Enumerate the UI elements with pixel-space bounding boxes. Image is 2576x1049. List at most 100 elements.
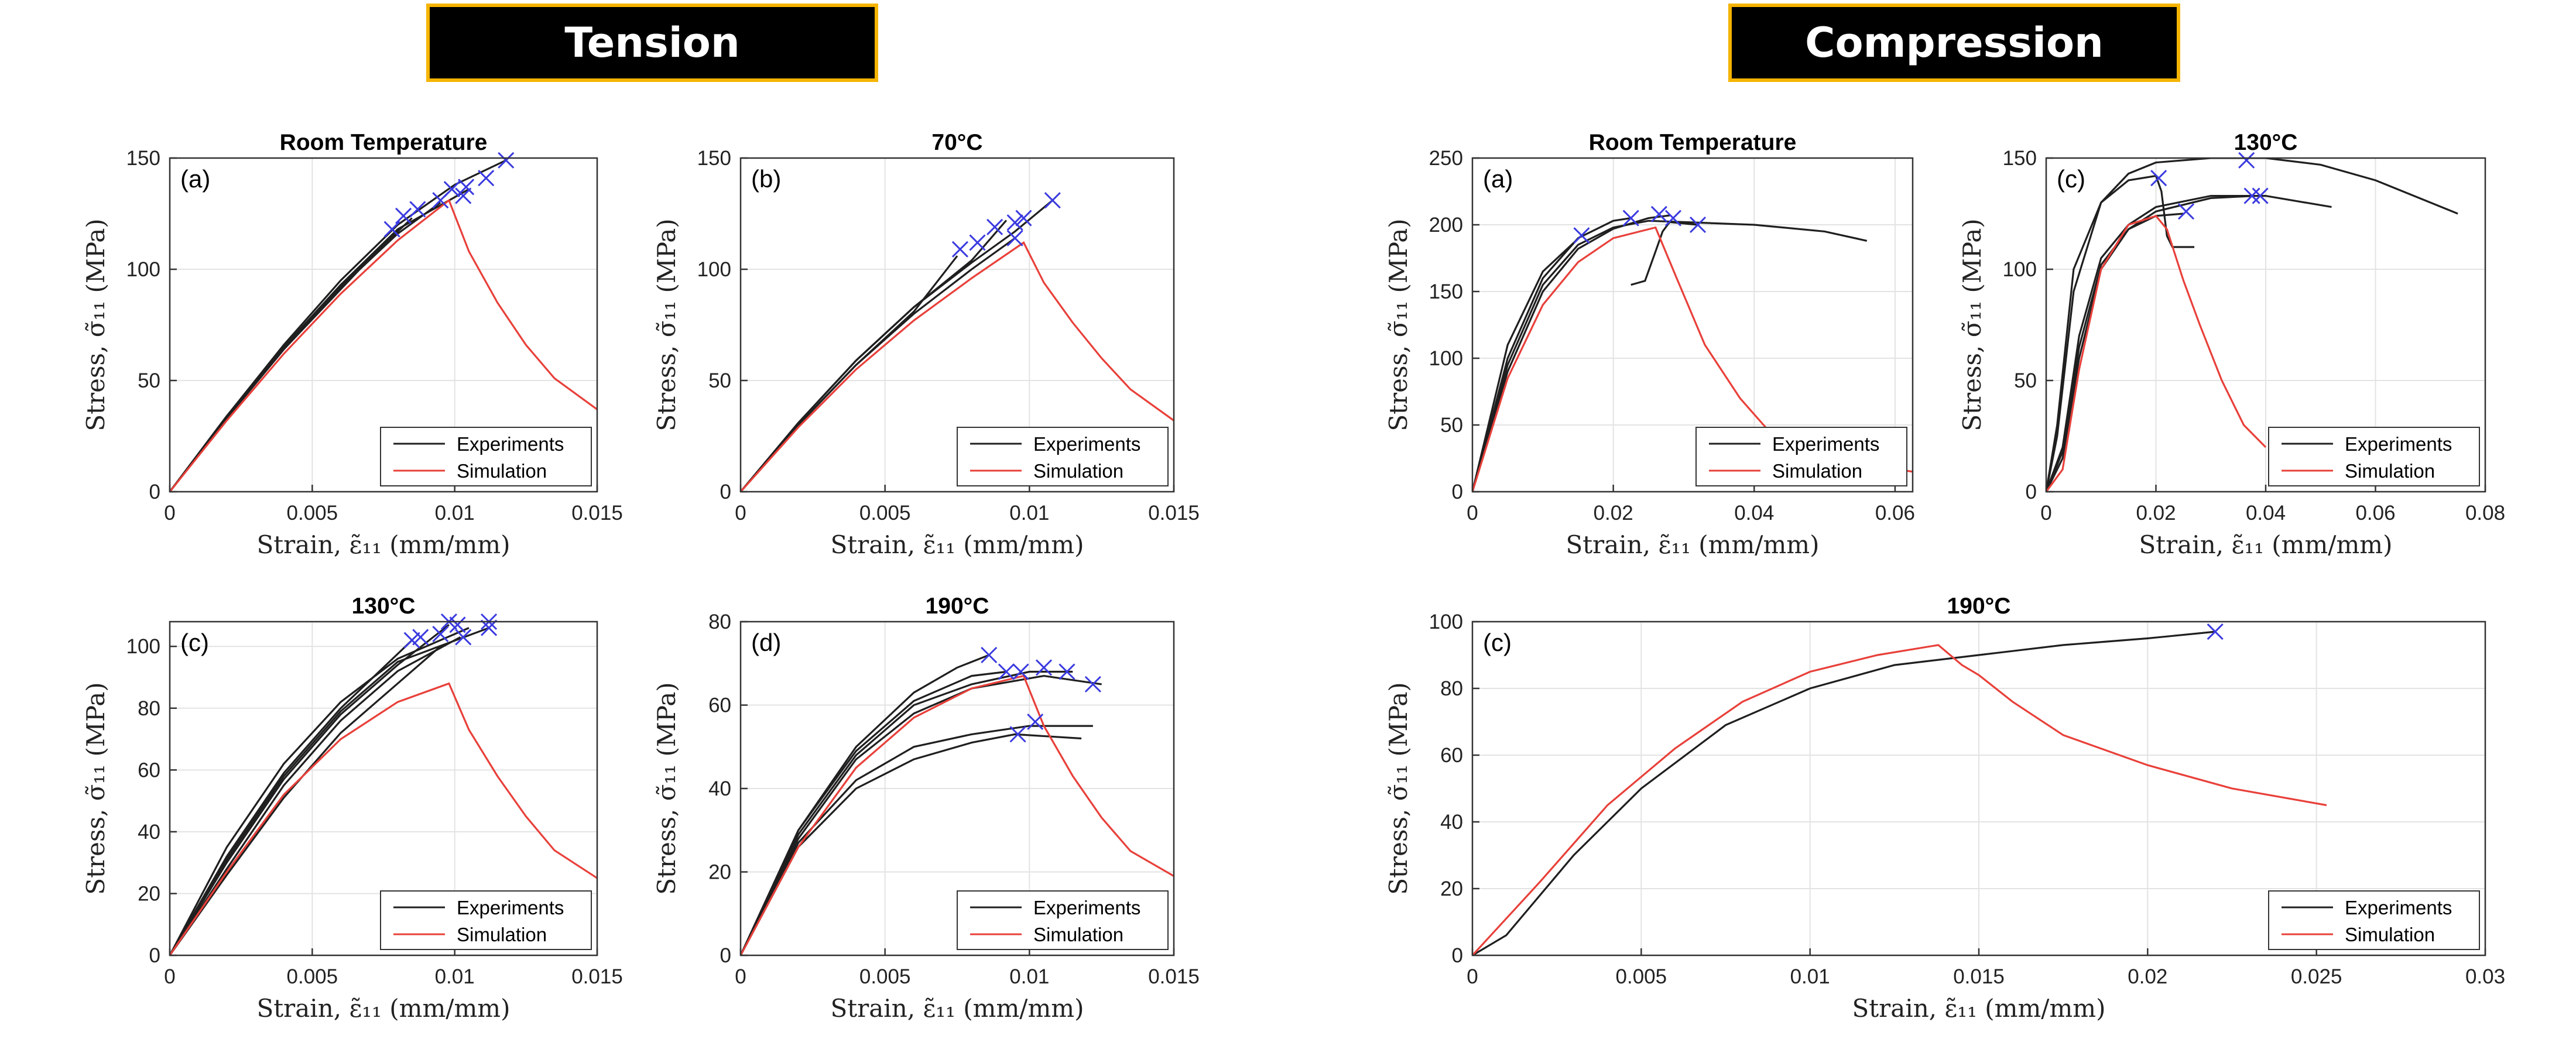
failure-marker	[1084, 676, 1101, 693]
failure-marker	[1044, 192, 1061, 209]
legend-box	[957, 427, 1169, 486]
legend-label: Experiments	[1772, 433, 1879, 455]
axes-frame	[739, 157, 1175, 493]
y-tick-label: 0	[149, 944, 160, 967]
failure-marker	[1027, 713, 1044, 731]
legend-box	[1695, 427, 1907, 486]
legend-label: Simulation	[2345, 924, 2435, 945]
failure-marker	[432, 626, 449, 643]
y-tick-label: 150	[126, 147, 160, 170]
x-tick-label: 0.08	[2465, 502, 2505, 524]
legend-label: Simulation	[457, 924, 547, 945]
chart-c-130: 0 0.02 0.04 0.06 0.08 0 50 100 150 130°C (c) Strain…	[1958, 130, 2505, 559]
failure-marker	[403, 632, 420, 649]
y-tick-label: 100	[1429, 347, 1463, 370]
panel-tag: (a)	[180, 165, 210, 193]
failure-marker	[455, 187, 472, 204]
x-tick-label: 0.005	[859, 965, 911, 988]
y-axis-label: Stress, σ̃₁₁ (MPa)	[81, 682, 110, 894]
y-axis-label: Stress, σ̃₁₁ (MPa)	[1958, 218, 1986, 431]
chart-title: Room Temperature	[280, 130, 488, 155]
y-tick-label: 60	[138, 759, 160, 781]
chart-c-190: 0 0.005 0.01 0.015 0.02 0.025 0.03 0 20 40 60 80 100…	[1384, 594, 2505, 1023]
y-tick-label: 0	[1452, 481, 1463, 503]
x-tick-label: 0	[164, 502, 175, 524]
legend-box	[957, 890, 1169, 950]
x-tick-label: 0	[2040, 502, 2051, 524]
chart-t-rt: 0 0.005 0.01 0.015 0 50 100 150 Room Temperature…	[81, 130, 623, 559]
experiment-curve-1	[170, 627, 470, 955]
simulation-curve	[741, 674, 1174, 955]
y-tick-label: 250	[1429, 147, 1463, 170]
failure-marker	[412, 629, 429, 646]
y-tick-label: 100	[126, 258, 160, 281]
x-tick-label: 0.06	[2355, 502, 2395, 524]
panel-tag: (c)	[180, 629, 209, 656]
x-tick-label: 0.015	[1148, 965, 1200, 988]
failure-marker	[1006, 214, 1023, 231]
legend: Experiments Simulation	[2268, 427, 2480, 486]
x-tick-label: 0.01	[1009, 965, 1049, 988]
x-axis-label: Strain, ε̃₁₁ (mm/mm)	[1852, 994, 2106, 1023]
legend-label: Simulation	[1033, 924, 1123, 945]
y-tick-label: 0	[2026, 481, 2037, 503]
y-tick-label: 20	[138, 882, 160, 905]
experiment-curve-4	[741, 255, 958, 492]
failure-marker	[1006, 229, 1023, 246]
y-tick-label: 20	[1440, 877, 1463, 900]
failure-marker	[1009, 726, 1026, 743]
simulation-curve	[741, 241, 1174, 492]
x-axis-label: Strain, ε̃₁₁ (mm/mm)	[831, 994, 1084, 1023]
failure-marker	[478, 170, 495, 187]
failure-marker	[2238, 152, 2255, 169]
series-group	[1472, 630, 2327, 955]
x-tick-label: 0.04	[1734, 502, 1774, 524]
x-tick-label: 0.01	[1790, 965, 1830, 988]
chart-t-130: 0 0.005 0.01 0.015 0 20 40 60 80 100 130°C (c) Strai…	[81, 594, 623, 1023]
x-tick-label: 0.02	[1594, 502, 1633, 524]
legend-box	[380, 890, 592, 950]
experiment-curve-5	[170, 639, 413, 955]
failure-marker	[481, 619, 498, 636]
failure-marker	[2252, 187, 2269, 204]
x-tick-label: 0.015	[1953, 965, 2005, 988]
x-tick-label: 0	[735, 965, 746, 988]
x-axis-label: Strain, ε̃₁₁ (mm/mm)	[831, 530, 1084, 559]
legend-label: Simulation	[1033, 460, 1123, 482]
y-tick-label: 150	[697, 147, 731, 170]
y-tick-label: 40	[708, 777, 731, 800]
y-tick-label: 20	[708, 861, 731, 884]
experiment-curve-5	[170, 217, 413, 492]
failure-marker	[981, 646, 998, 664]
panel-tag: (a)	[1483, 165, 1513, 193]
failure-marker	[2243, 187, 2260, 204]
legend: Experiments Simulation	[1695, 427, 1907, 486]
failure-marker	[2150, 170, 2167, 187]
y-tick-label: 50	[708, 369, 731, 392]
x-axis-label: Strain, ε̃₁₁ (mm/mm)	[1566, 530, 1820, 559]
series-group	[741, 654, 1174, 955]
experiment-curve-4	[2046, 195, 2255, 492]
x-tick-label: 0.005	[859, 502, 911, 524]
y-tick-label: 0	[720, 481, 731, 503]
failure-marker	[455, 629, 472, 646]
failure-marker	[1573, 227, 1590, 244]
x-tick-label: 0.03	[2465, 965, 2505, 988]
legend-label: Simulation	[1772, 460, 1862, 482]
x-tick-label: 0.015	[571, 502, 623, 524]
failure-marker	[1012, 663, 1029, 680]
experiment-curve-6	[741, 670, 1007, 955]
failure-marker	[1035, 659, 1053, 676]
chart-title: 190°C	[1947, 594, 2011, 619]
chart-title: 130°C	[2234, 130, 2298, 155]
experiment-curve-1	[1472, 630, 2215, 955]
experiment-curve-4	[1472, 235, 1582, 492]
y-tick-label: 50	[1440, 414, 1463, 437]
x-tick-label: 0.02	[2128, 965, 2167, 988]
y-tick-label: 0	[1452, 944, 1463, 967]
y-tick-label: 200	[1429, 214, 1463, 236]
failure-marker	[1622, 210, 1639, 227]
failure-marker	[458, 179, 475, 196]
experiment-curve-3	[741, 670, 1073, 955]
y-axis-label: Stress, σ̃₁₁ (MPa)	[652, 218, 681, 431]
